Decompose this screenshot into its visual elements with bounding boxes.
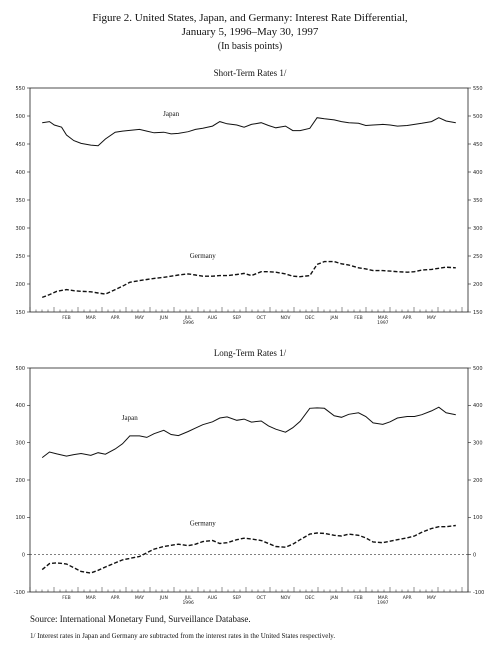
- year-label: 1996: [182, 320, 194, 326]
- y-tick-label-right: 200: [473, 282, 483, 288]
- y-tick-label-right: 0: [473, 552, 476, 558]
- y-tick-label-right: 550: [473, 86, 483, 92]
- y-tick-label-left: 250: [15, 254, 25, 260]
- month-label: APR: [403, 595, 412, 601]
- figure-title: Figure 2. United States, Japan, and Germ…: [92, 12, 408, 24]
- y-tick-label-left: 300: [15, 440, 25, 446]
- year-label: 1997: [377, 320, 389, 326]
- y-tick-label-right: 150: [473, 310, 483, 316]
- month-label: JUN: [159, 315, 168, 321]
- month-label: OCT: [256, 595, 266, 601]
- y-tick-label-left: 100: [15, 515, 25, 521]
- series-line-germany: [41, 260, 456, 299]
- month-label: MAY: [427, 595, 437, 601]
- month-label: NOV: [281, 595, 292, 601]
- month-label: FEB: [62, 595, 71, 601]
- y-tick-label-left: 500: [15, 366, 25, 372]
- month-label: JAN: [329, 315, 338, 321]
- y-tick-label-left: 350: [15, 198, 25, 204]
- month-label: MAR: [378, 595, 388, 601]
- figure-units: (In basis points): [217, 41, 283, 52]
- y-tick-label-right: 300: [473, 440, 483, 446]
- month-label: OCT: [256, 315, 266, 321]
- month-label: JUL: [184, 595, 193, 601]
- month-label: JAN: [329, 595, 338, 601]
- plot-frame: [29, 87, 469, 313]
- footnote: 1/ Interest rates in Japan and Germany a…: [30, 632, 336, 640]
- series-label-germany: Germany: [190, 252, 217, 260]
- series-label-japan: Japan: [122, 414, 138, 422]
- y-tick-label-left: 200: [15, 282, 25, 288]
- chart-title-short-term: Short-Term Rates 1/: [213, 68, 287, 78]
- series-line-germany: [41, 524, 456, 574]
- month-label: APR: [111, 595, 120, 601]
- y-tick-label-left: 300: [15, 226, 25, 232]
- month-label: AUG: [208, 315, 218, 321]
- source-note: Source: International Monetary Fund, Sur…: [30, 614, 251, 624]
- y-tick-label-right: 350: [473, 198, 483, 204]
- y-tick-label-left: 400: [15, 170, 25, 176]
- month-label: SEP: [233, 315, 242, 321]
- series-label-germany: Germany: [190, 520, 217, 528]
- month-label: NOV: [281, 315, 292, 321]
- y-tick-label-right: 450: [473, 142, 483, 148]
- series-line-japan: [42, 117, 456, 147]
- y-tick-label-right: 500: [473, 366, 483, 372]
- month-label: DEC: [305, 315, 314, 321]
- month-label: AUG: [208, 595, 218, 601]
- y-tick-label-right: 100: [473, 515, 483, 521]
- chart-title-long-term: Long-Term Rates 1/: [213, 348, 287, 358]
- y-tick-label-left: 200: [15, 478, 25, 484]
- y-tick-label-right: 400: [473, 403, 483, 409]
- plot-frame: [29, 367, 469, 593]
- y-tick-label-right: 250: [473, 254, 483, 260]
- y-tick-label-right: 200: [473, 478, 483, 484]
- month-label: FEB: [354, 595, 363, 601]
- y-tick-label-left: 550: [15, 86, 25, 92]
- y-tick-label-left: -100: [14, 590, 25, 596]
- month-label: JUN: [159, 595, 168, 601]
- series-line-japan: [41, 406, 456, 458]
- month-label: SEP: [233, 595, 242, 601]
- short-term-rates-chart: 150 150 200 200 250 250 300 300 350 350 400 400 450 4…: [15, 86, 483, 326]
- year-label: 1996: [182, 600, 194, 606]
- long-term-rates-chart: -100 -100 0 0 100 100 200 200 300 300 400 400 500 500…: [14, 366, 485, 606]
- figure-date-range: January 5, 1996–May 30, 1997: [181, 26, 319, 38]
- y-tick-label-right: 300: [473, 226, 483, 232]
- month-label: APR: [403, 315, 412, 321]
- y-tick-label-left: 500: [15, 114, 25, 120]
- month-label: MAR: [86, 315, 96, 321]
- month-label: DEC: [305, 595, 314, 601]
- year-label: 1997: [377, 600, 389, 606]
- month-label: MAR: [378, 315, 388, 321]
- y-tick-label-left: 0: [22, 552, 25, 558]
- month-label: FEB: [354, 315, 363, 321]
- month-label: FEB: [62, 315, 71, 321]
- month-label: MAY: [135, 595, 145, 601]
- month-label: MAY: [427, 315, 437, 321]
- y-tick-label-right: 500: [473, 114, 483, 120]
- month-label: APR: [111, 315, 120, 321]
- month-label: MAY: [135, 315, 145, 321]
- y-tick-label-left: 150: [15, 310, 25, 316]
- series-label-japan: Japan: [163, 110, 179, 118]
- month-label: JUL: [184, 315, 193, 321]
- month-label: MAR: [86, 595, 96, 601]
- y-tick-label-left: 400: [15, 403, 25, 409]
- y-tick-label-left: 450: [15, 142, 25, 148]
- y-tick-label-right: 400: [473, 170, 483, 176]
- y-tick-label-right: -100: [473, 590, 484, 596]
